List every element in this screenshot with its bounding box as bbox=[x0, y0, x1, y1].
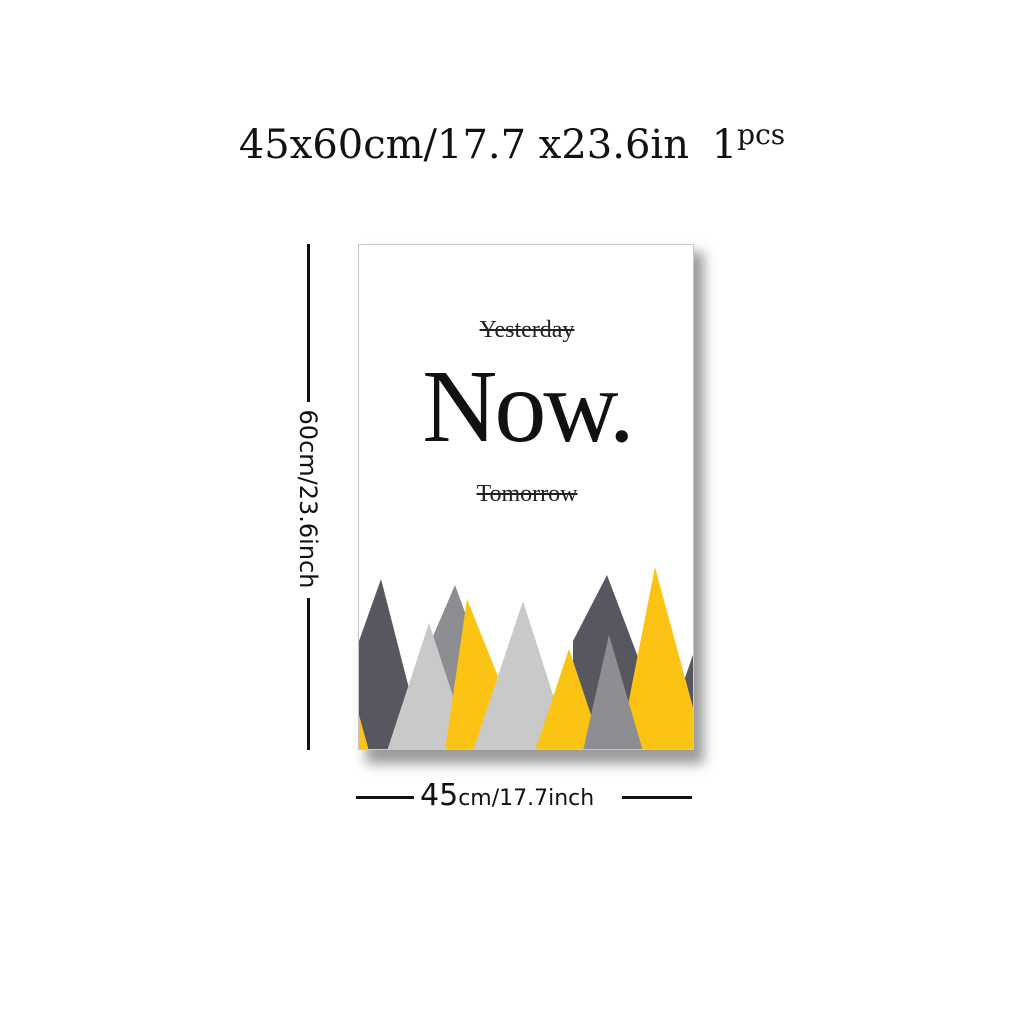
mountain-yellow-right bbox=[619, 567, 693, 749]
mountain-artwork bbox=[359, 567, 693, 749]
height-dimension: 60cm/23.6inch bbox=[280, 244, 340, 750]
quantity: 1pcs bbox=[711, 118, 785, 168]
quantity-unit: pcs bbox=[737, 118, 786, 151]
poster-headline: Now. bbox=[422, 349, 634, 464]
product-size-title: 45x60cm/17.7 x23.6in 1pcs bbox=[0, 118, 1024, 168]
poster-yesterday-text: Yesterday bbox=[479, 317, 575, 343]
mountain-mid-right bbox=[583, 635, 643, 749]
height-line-bottom bbox=[307, 598, 310, 750]
height-line-top bbox=[307, 244, 310, 402]
mountain-light-left bbox=[387, 623, 471, 749]
height-label: 60cm/23.6inch bbox=[294, 409, 322, 589]
poster-canvas: Yesterday Now. Tomorrow bbox=[358, 244, 694, 750]
size-text: 45x60cm/17.7 x23.6in bbox=[238, 122, 689, 168]
width-line-right bbox=[622, 796, 692, 799]
quantity-number: 1 bbox=[711, 122, 738, 168]
width-line-left bbox=[356, 796, 414, 799]
width-number: 45 bbox=[420, 778, 459, 813]
width-label: 45cm/17.7inch bbox=[420, 778, 594, 813]
mountain-yellow-center bbox=[535, 649, 603, 749]
width-unit-text: cm/17.7inch bbox=[458, 786, 595, 811]
poster-tomorrow-text: Tomorrow bbox=[476, 481, 578, 507]
mountain-light-center bbox=[473, 601, 571, 749]
width-dimension: 45cm/17.7inch bbox=[356, 778, 694, 818]
